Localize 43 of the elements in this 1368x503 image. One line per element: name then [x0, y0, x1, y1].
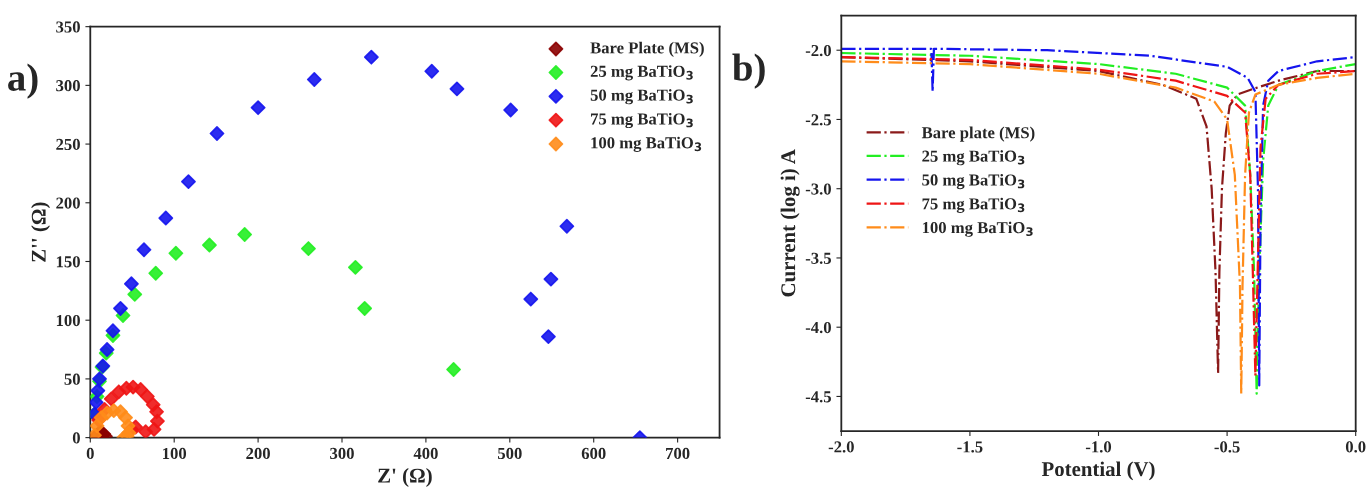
legend-label: 100 mg BaTiO$_{3}$ [922, 221, 1033, 237]
y-tick-label: -4.5 [805, 391, 831, 403]
legend-label: 75 mg BaTiO$_{3}$ [922, 197, 1025, 213]
x-tick-label: -0.5 [1214, 441, 1240, 453]
x-tick-label: 0 [86, 447, 94, 460]
text: a) [8, 63, 38, 99]
legend-label: 50 mg BaTiO$_{3}$ [922, 173, 1025, 190]
y-tick-label: 150 [56, 256, 80, 268]
y-tick-label: -3.5 [805, 252, 831, 264]
x-tick-label: 300 [330, 447, 354, 460]
legend-label: 100 mg BaTiO$_{3}$ [591, 136, 702, 152]
legend-label: 75 mg BaTiO$_{3}$ [591, 112, 693, 129]
x-tick-label: -1.0 [1085, 441, 1112, 453]
y-tick-label: 250 [56, 138, 80, 151]
y-tick-label: -4.0 [805, 321, 831, 334]
y-tick-label: 200 [56, 197, 80, 209]
x-tick-label: 600 [581, 447, 606, 460]
y-tick-label: 100 [56, 314, 80, 327]
y-tick-label: -2.0 [805, 44, 831, 57]
y-axis-title: Current (log i) A [780, 149, 800, 297]
legend-label: 50 mg BaTiO$_{3}$ [590, 89, 693, 105]
x-axis-title: Z' (Ω) [378, 468, 432, 487]
x-tick-label: 500 [497, 447, 522, 460]
legend-label: Bare Plate (MS) [590, 41, 704, 57]
y-tick-label: -2.5 [805, 114, 831, 126]
y-tick-label: -3.0 [805, 183, 831, 195]
x-tick-label: 0.0 [1345, 441, 1366, 453]
legend-label: 25 mg BaTiO$_{3}$ [590, 65, 693, 81]
x-tick-label: 200 [246, 447, 270, 460]
x-axis-title: Potential (V) [1041, 461, 1155, 481]
x-tick-label: 100 [163, 447, 187, 460]
y-tick-label: 300 [56, 80, 80, 92]
x-tick-label: 700 [666, 447, 690, 460]
x-tick-label: -1.5 [957, 441, 983, 453]
text: b) [732, 53, 765, 89]
x-tick-label: 400 [413, 447, 438, 460]
y-axis-title: Z'' (Ω) [31, 202, 51, 262]
y-tick-label: 0 [72, 432, 80, 444]
legend-label: 25 mg BaTiO$_{3}$ [922, 150, 1025, 166]
legend-label: Bare plate (MS) [921, 126, 1035, 142]
y-tick-label: 50 [64, 373, 80, 385]
y-tick-label: 350 [56, 21, 80, 33]
x-tick-label: -2.0 [828, 441, 854, 453]
